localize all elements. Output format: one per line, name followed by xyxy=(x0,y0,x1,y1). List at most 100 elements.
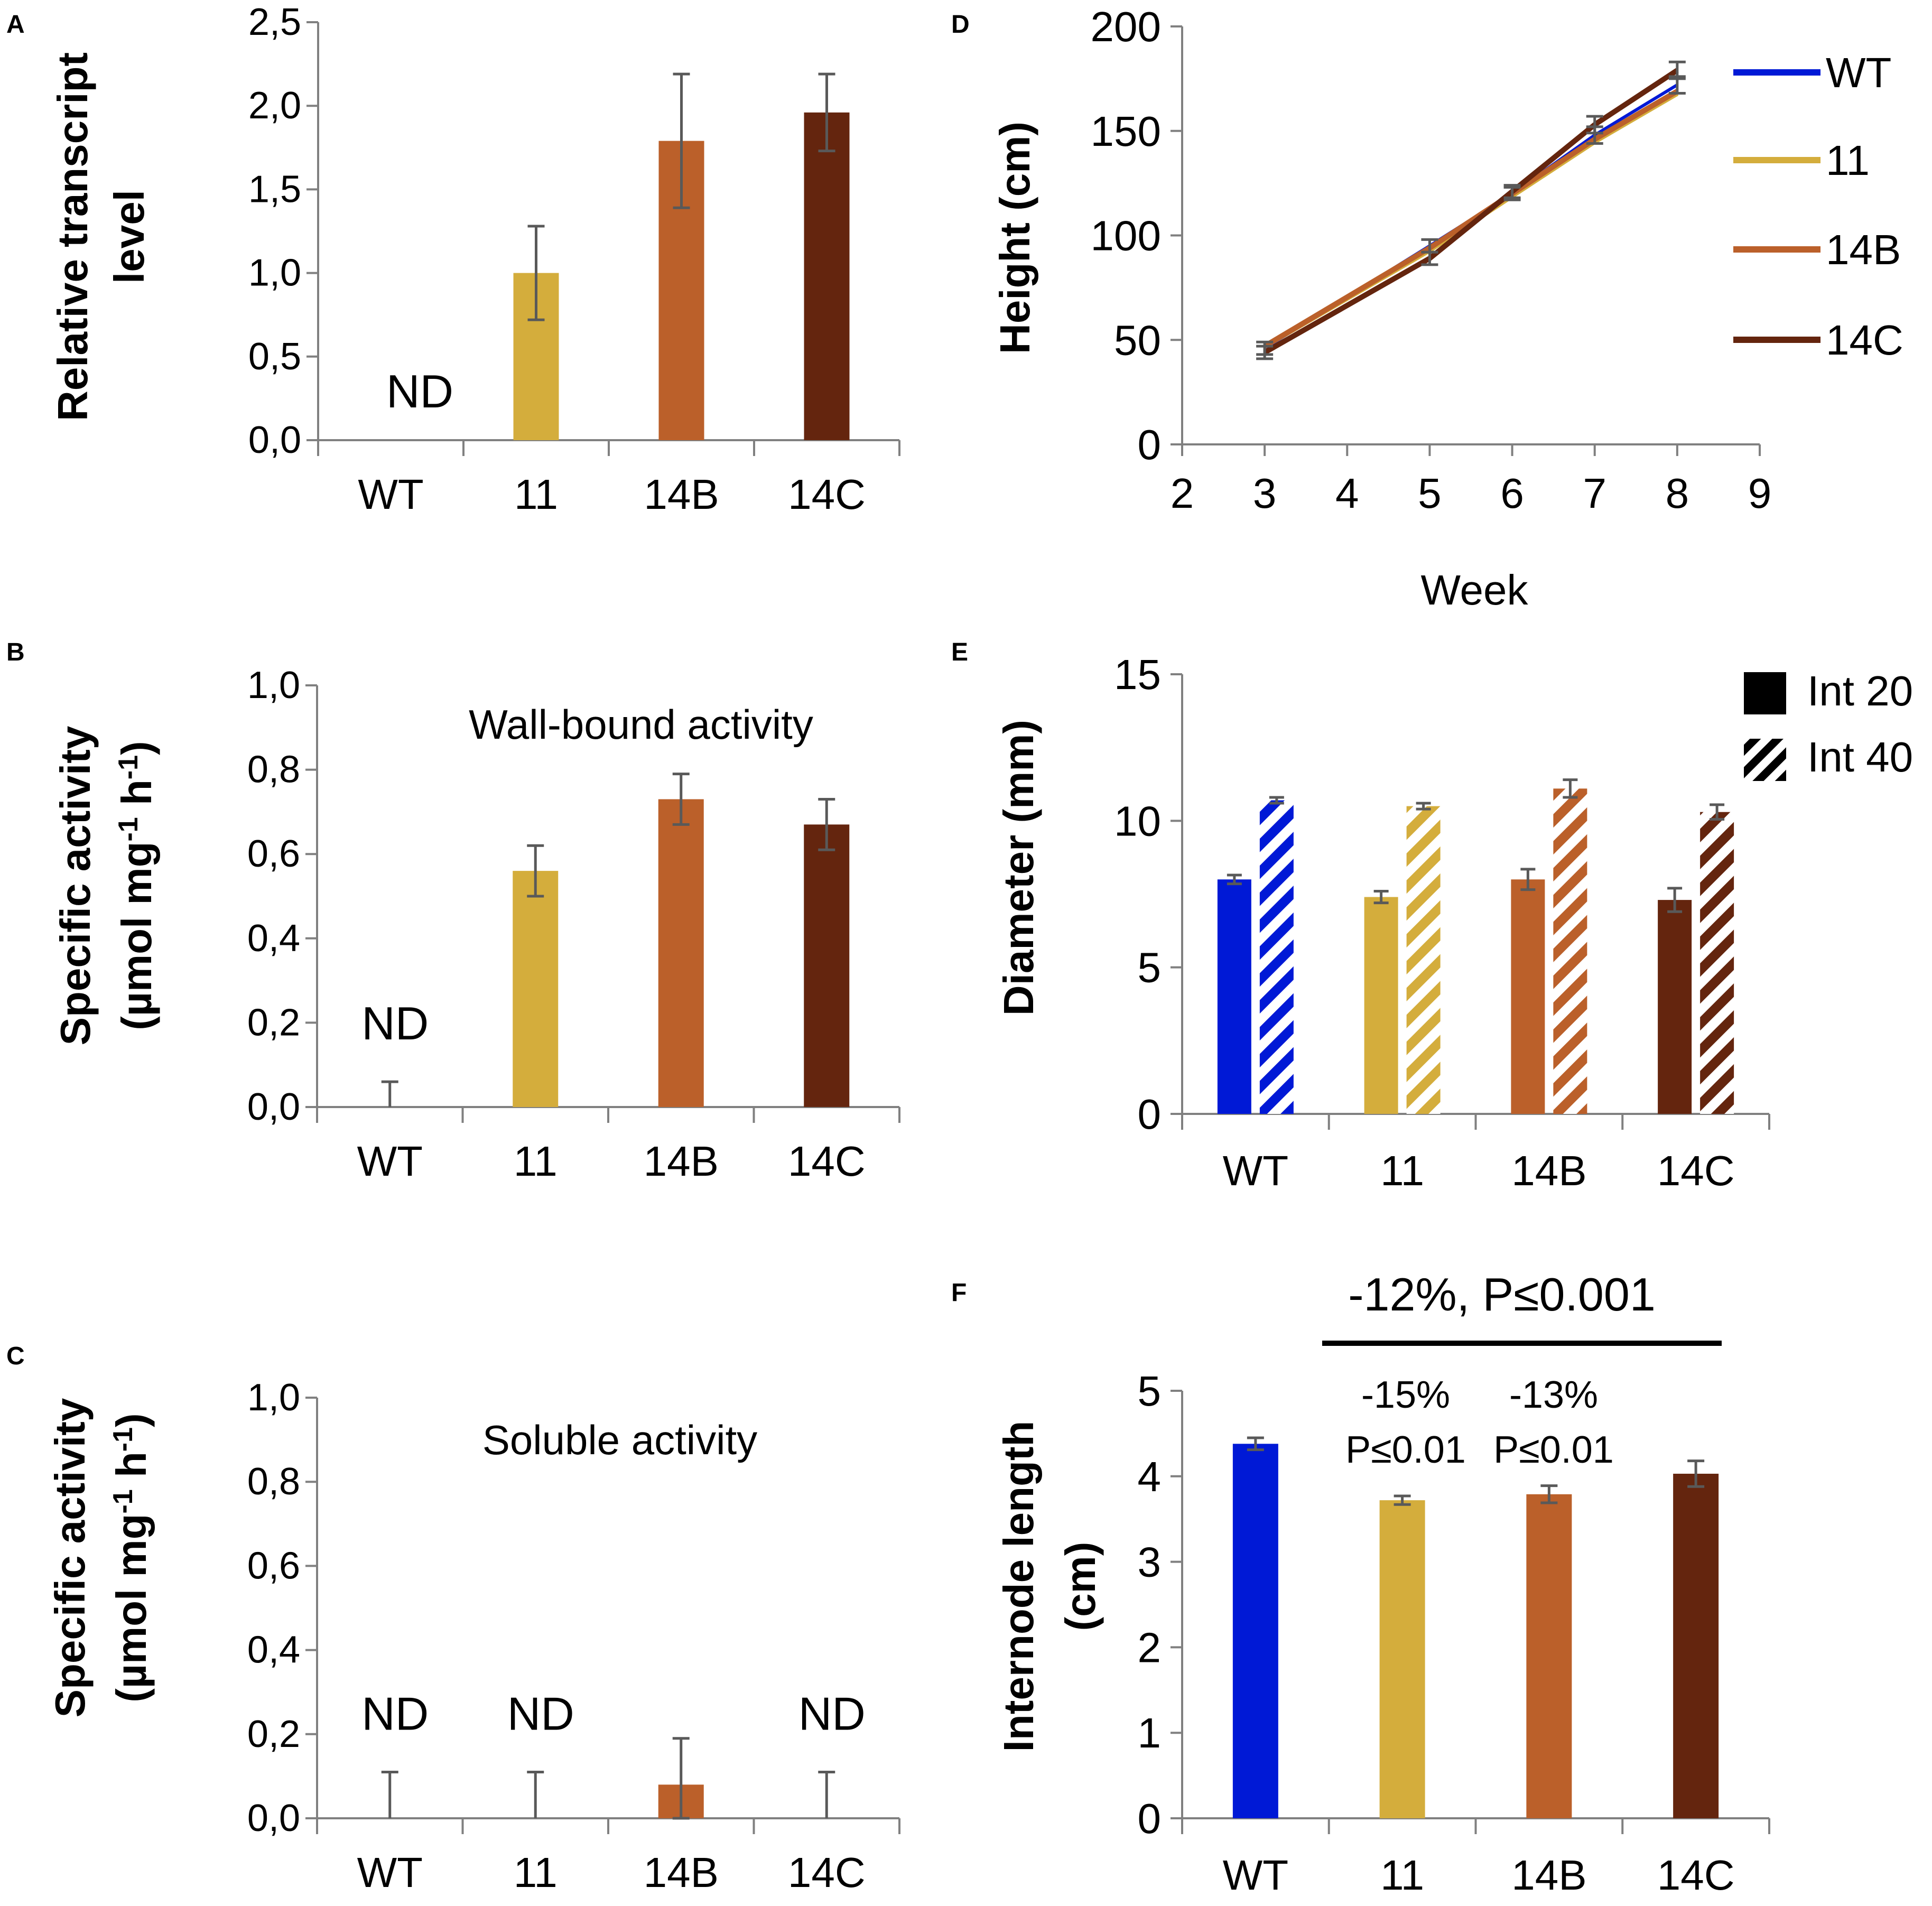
nd-label-wt: ND xyxy=(361,997,429,1049)
x-category-label-14c: 14C xyxy=(1657,1852,1735,1899)
bar-14c-int-40 xyxy=(1700,812,1734,1114)
x-tick-label: 7 xyxy=(1583,470,1606,517)
y-tick-label: 0,0 xyxy=(248,419,301,461)
x-category-label-14b: 14B xyxy=(1511,1147,1586,1194)
y-axis-title-unit-suffix: ) xyxy=(108,1413,155,1427)
annotation-14b-pvalue: P≤0.01 xyxy=(1493,1429,1614,1471)
panel-d: Height (cm) Week 0 50 100 150 200 2 3 4 5 6 7 8 9 WT 1… xyxy=(991,3,1903,613)
y-axis-title-line1: Internode length xyxy=(995,1421,1042,1752)
annotation-14b-percent: -13% xyxy=(1509,1374,1598,1416)
y-tick-label: 10 xyxy=(1114,797,1161,844)
y-tick-label: 1,0 xyxy=(247,1377,300,1419)
legend-label-wt: WT xyxy=(1826,49,1891,96)
x-category-label-14b: 14B xyxy=(644,471,719,518)
bar-14b-int-20 xyxy=(1511,879,1545,1114)
y-axis-title-sup2: -1 xyxy=(108,1427,138,1452)
y-tick-label: 5 xyxy=(1138,1368,1162,1415)
x-category-label-11: 11 xyxy=(514,471,558,518)
panel-f: Internode length (cm) -12%, P≤0.001 -15%… xyxy=(995,1268,1770,1899)
y-axis-title: Height (cm) xyxy=(991,122,1038,354)
y-axis-title-unit-mid: h xyxy=(113,779,160,817)
x-category-label-14c: 14C xyxy=(788,1849,866,1896)
y-tick-label: 1 xyxy=(1138,1709,1162,1756)
y-tick-label: 150 xyxy=(1091,108,1161,155)
legend-label-11: 11 xyxy=(1826,137,1870,184)
x-tick-label: 4 xyxy=(1335,470,1359,517)
annotation-11-pvalue: P≤0.01 xyxy=(1345,1429,1466,1471)
x-category-label-11: 11 xyxy=(1380,1147,1424,1194)
y-tick-label: 0,2 xyxy=(247,1001,300,1044)
y-tick-label: 15 xyxy=(1114,651,1161,698)
y-tick-label: 5 xyxy=(1138,944,1162,991)
chart-subtitle: Soluble activity xyxy=(482,1417,757,1463)
panel-e: Diameter (mm) Int 20 Int 40 0 5 10 15 WT 11 14… xyxy=(995,651,1913,1194)
bar-11 xyxy=(1379,1500,1425,1818)
legend-swatch-int20 xyxy=(1744,672,1786,714)
bar-14b xyxy=(658,799,704,1107)
y-tick-label: 0,4 xyxy=(247,917,300,960)
y-tick-label: 0,4 xyxy=(247,1629,300,1671)
x-tick-label: 5 xyxy=(1418,470,1442,517)
bar-14c-int-20 xyxy=(1658,900,1692,1114)
x-category-label-wt: WT xyxy=(1223,1852,1288,1899)
y-tick-label: 2,5 xyxy=(248,1,301,43)
bar-11-int-40 xyxy=(1406,806,1441,1114)
legend-label-14c: 14C xyxy=(1826,317,1903,364)
x-category-label-wt: WT xyxy=(1223,1147,1288,1194)
y-axis-title: Diameter (mm) xyxy=(995,720,1042,1016)
y-tick-label: 2,0 xyxy=(248,85,301,127)
y-tick-label: 0,8 xyxy=(247,1461,300,1503)
legend-label-14b: 14B xyxy=(1826,226,1901,273)
nd-label-14c: ND xyxy=(798,1687,866,1740)
y-axis-title-unit-prefix: (µmol mg xyxy=(113,842,160,1030)
y-tick-label: 50 xyxy=(1114,317,1161,364)
x-category-label-11: 11 xyxy=(1380,1852,1424,1899)
bar-14c xyxy=(1673,1473,1719,1818)
y-tick-label: 0 xyxy=(1138,1795,1162,1842)
x-tick-label: 9 xyxy=(1748,470,1772,517)
nd-label-wt: ND xyxy=(361,1687,429,1740)
bar-14c xyxy=(804,824,850,1107)
y-tick-label: 1,0 xyxy=(247,664,300,706)
x-category-label-14c: 14C xyxy=(788,471,866,518)
y-axis-title-unit-suffix: ) xyxy=(113,741,160,755)
y-axis-title-line2: (µmol mg-1 h-1) xyxy=(113,741,160,1030)
y-axis-title-sup1: -1 xyxy=(108,1489,138,1513)
y-tick-label: 100 xyxy=(1091,212,1161,259)
bar-11 xyxy=(513,871,559,1107)
bar-wt xyxy=(1232,1444,1278,1818)
annotation-11-percent: -15% xyxy=(1361,1374,1450,1416)
bar-14b xyxy=(1526,1494,1572,1818)
y-axis-title-line1: Specific activity xyxy=(47,1398,94,1717)
legend-label-int40: Int 40 xyxy=(1807,733,1913,780)
bar-wt-int-20 xyxy=(1217,879,1251,1114)
x-category-label-14b: 14B xyxy=(644,1138,719,1185)
panel-letter-d: D xyxy=(951,11,970,39)
x-category-label-14c: 14C xyxy=(788,1138,866,1185)
bar-14c xyxy=(804,112,850,440)
y-axis-title-sup2: -1 xyxy=(113,755,144,779)
legend-swatch-int40 xyxy=(1744,739,1786,781)
panel-letter-f: F xyxy=(951,1279,967,1307)
x-category-label-14b: 14B xyxy=(644,1849,719,1896)
y-tick-label: 2 xyxy=(1138,1624,1162,1671)
x-category-label-14b: 14B xyxy=(1511,1852,1586,1899)
y-tick-label: 0 xyxy=(1138,1091,1162,1138)
y-tick-label: 0,0 xyxy=(247,1086,300,1128)
panel-c: Specific activity (µmol mg-1 h-1) Solubl… xyxy=(47,1377,900,1896)
y-tick-label: 0,0 xyxy=(247,1797,300,1839)
y-tick-label: 0,6 xyxy=(247,1545,300,1587)
y-axis-title-unit-mid: h xyxy=(108,1452,155,1489)
x-tick-label: 2 xyxy=(1171,470,1194,517)
bar-wt-int-40 xyxy=(1259,800,1294,1114)
bar-11-int-20 xyxy=(1364,897,1398,1114)
x-tick-label: 6 xyxy=(1500,470,1524,517)
y-axis-title-line2: (µmol mg-1 h-1) xyxy=(108,1413,155,1702)
y-tick-label: 200 xyxy=(1091,3,1161,50)
panel-letter-b: B xyxy=(6,638,25,666)
y-tick-label: 0,8 xyxy=(247,749,300,791)
y-tick-label: 0 xyxy=(1138,421,1162,468)
x-category-label-11: 11 xyxy=(514,1849,558,1896)
y-tick-label: 4 xyxy=(1138,1453,1162,1500)
chart-subtitle: Wall-bound activity xyxy=(469,701,813,748)
